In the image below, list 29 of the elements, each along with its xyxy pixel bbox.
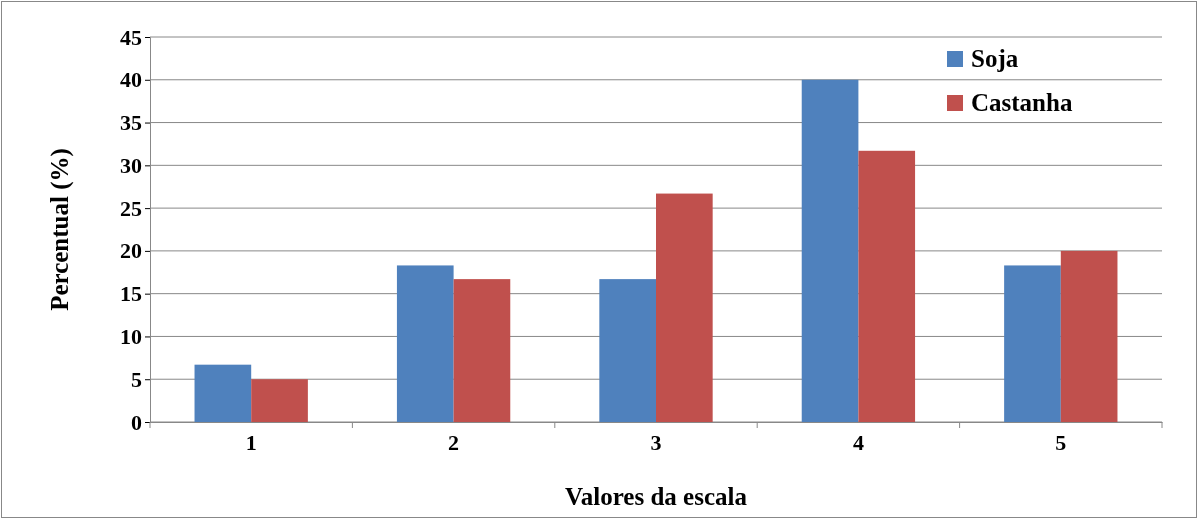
bar [194,364,252,422]
x-tick-label: 2 [448,429,460,455]
x-tick-label: 5 [1055,429,1067,455]
bar [858,150,916,422]
bar [801,79,859,422]
bar [1004,265,1061,422]
y-tick-label: 35 [120,110,142,136]
bar [396,265,454,422]
bar [453,279,511,422]
y-tick-label: 10 [120,323,142,349]
y-tick-label: 25 [120,195,142,221]
y-tick-label: 30 [120,152,142,178]
y-tick-label: 45 [120,24,142,50]
legend-label: Soja [971,45,1019,72]
y-axis-title: Percentual (%) [46,148,74,311]
y-tick-label: 15 [120,281,142,307]
x-tick-label: 4 [852,429,864,455]
x-tick-label: 3 [650,429,662,455]
x-tick-label: 1 [245,429,257,455]
legend-label: Castanha [971,89,1073,116]
bar [1060,250,1118,422]
y-tick-label: 40 [120,67,142,93]
y-tick-label: 5 [131,366,142,392]
x-axis-title: Valores da escala [565,483,748,510]
bar [251,379,308,422]
bar [599,279,656,422]
bar [656,193,713,422]
y-tick-label: 20 [120,238,142,264]
y-tick-label: 0 [131,409,142,435]
